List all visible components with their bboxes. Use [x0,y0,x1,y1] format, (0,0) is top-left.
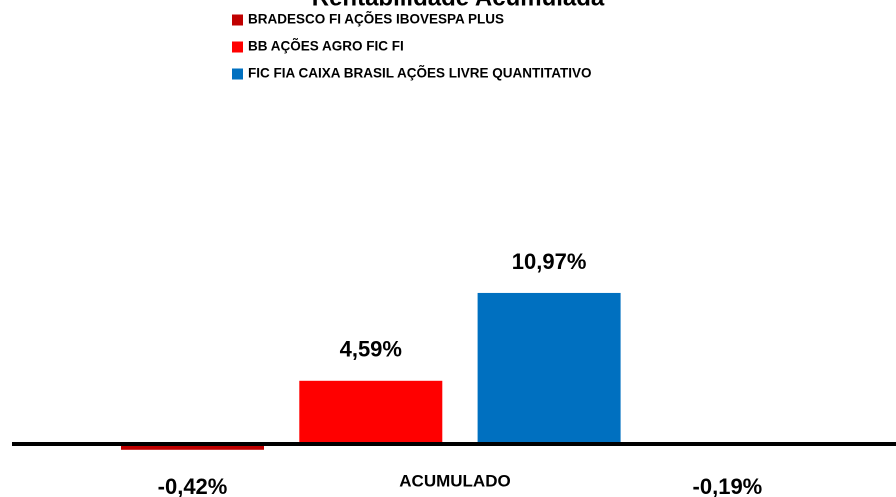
bar [299,380,443,444]
legend-swatch [232,14,243,26]
legend-label: BRADESCO FI AÇÕES IBOVESPA PLUS [248,12,504,27]
x-tick-label: ACUMULADO [399,471,510,490]
legend-label: FIC FIA CAIXA BRASIL AÇÕES LIVRE QUANTIT… [248,66,592,81]
data-label: 10,97% [512,249,587,274]
legend-label: BB AÇÕES AGRO FIC FI [248,39,404,54]
data-label: -0,42% [158,474,228,497]
data-label: 4,59% [340,337,402,362]
bar [121,444,264,450]
chart-title: Rentabilidade Acumulada [312,0,605,11]
bar [477,292,621,444]
legend-swatch [232,68,243,80]
legend-swatch [232,41,243,53]
data-label: -0,19% [693,474,763,497]
